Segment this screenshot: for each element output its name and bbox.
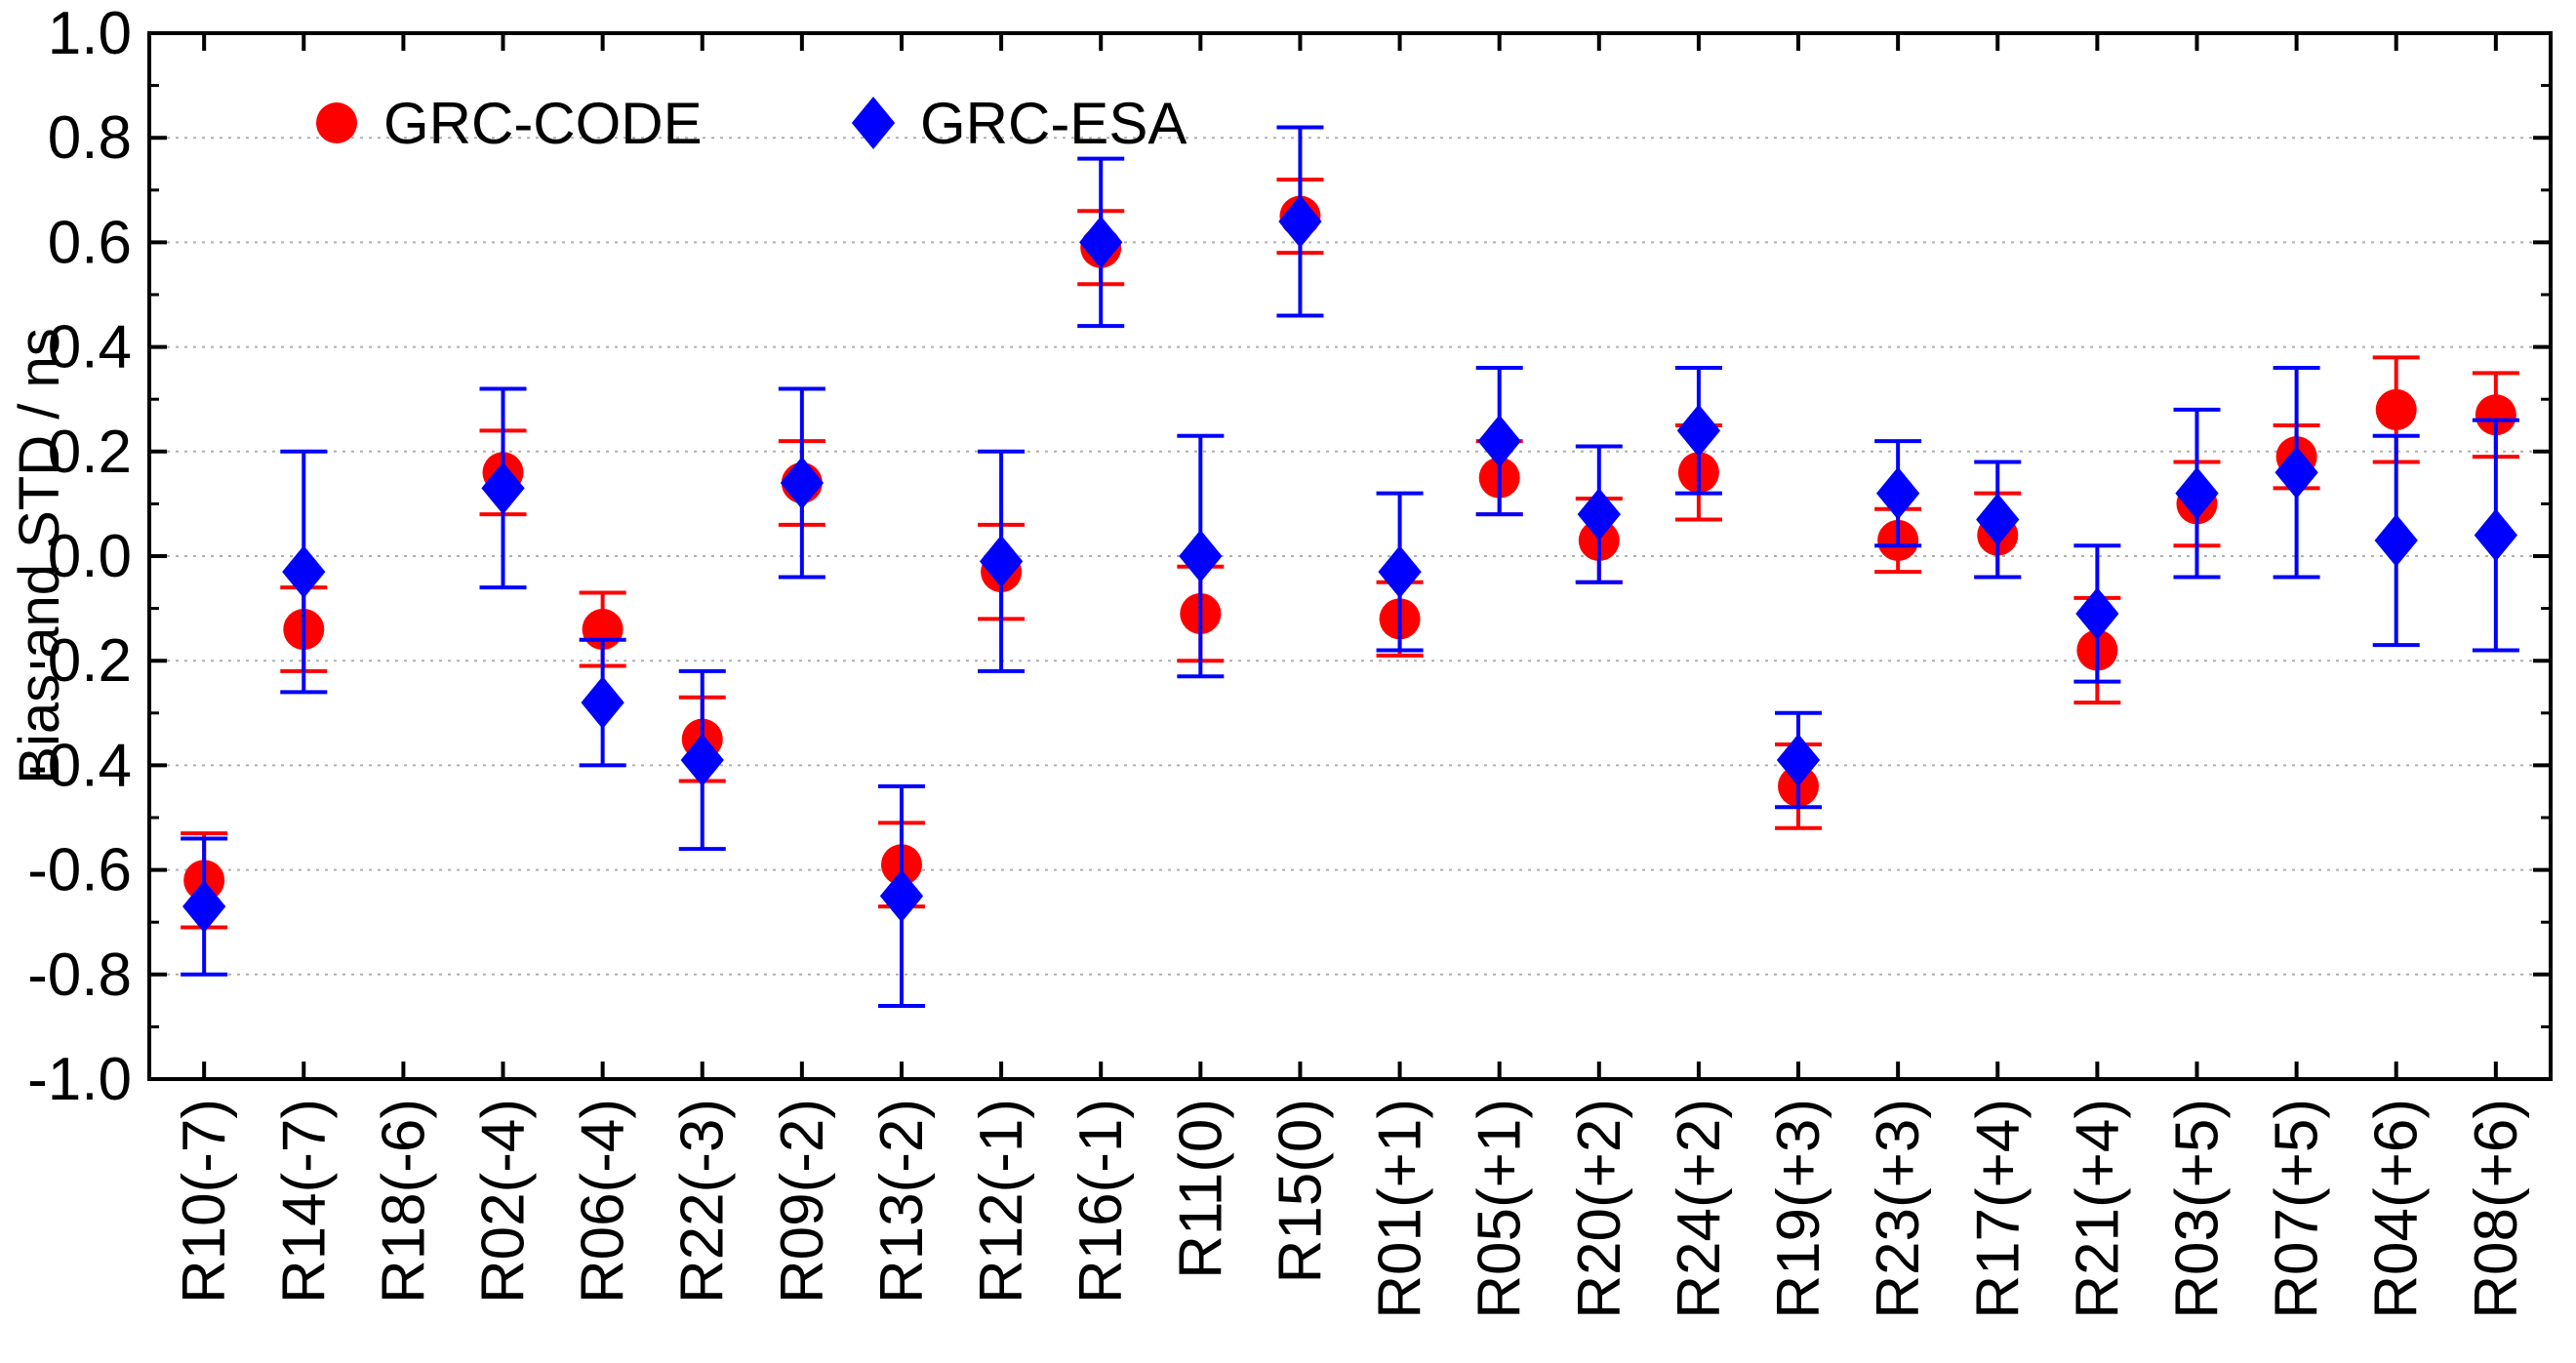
- y-tick-label: 0.4: [48, 314, 132, 381]
- x-tick-label: R01(+1): [1367, 1099, 1434, 1319]
- y-tick-label: 0.8: [48, 104, 132, 172]
- y-tick-label: -0.6: [27, 837, 132, 904]
- y-axis-title: Bias and STD / ns: [8, 328, 71, 783]
- y-tick-label: 0.0: [48, 523, 132, 590]
- series-grc-code: [181, 178, 2519, 930]
- x-tick-label: R13(-2): [868, 1099, 936, 1303]
- legend-grc-esa-marker: [851, 97, 896, 149]
- x-tick-label: R12(-1): [968, 1099, 1035, 1303]
- x-tick-label: R03(+5): [2163, 1099, 2231, 1319]
- x-tick-label: R23(+3): [1865, 1099, 1932, 1319]
- x-tick-label: R02(-4): [470, 1099, 538, 1303]
- x-tick-label: R14(-7): [270, 1099, 338, 1303]
- data-point-esa: [1179, 530, 1223, 582]
- x-tick-label: R15(0): [1267, 1099, 1334, 1284]
- y-axis-ticks: 1.0 0.8 0.6 0.4 0.2 0.0 -0.2 -0.4 -0.6 -0.8 -1.0: [27, 0, 2551, 1113]
- data-point-esa: [879, 869, 924, 923]
- y-tick-label: 1.0: [48, 0, 132, 67]
- data-point-esa: [581, 676, 624, 730]
- gridlines: [149, 137, 2551, 976]
- x-tick-label: R19(+3): [1765, 1099, 1832, 1319]
- data-point-code: [2375, 388, 2417, 430]
- x-tick-label: R16(-1): [1067, 1099, 1135, 1303]
- data-point-esa: [2175, 466, 2219, 520]
- data-point-esa: [282, 545, 326, 599]
- data-point-esa: [680, 734, 724, 787]
- y-tick-label: -0.4: [27, 732, 132, 799]
- data-point-esa: [2374, 513, 2418, 567]
- y-tick-label: -1.0: [27, 1046, 132, 1113]
- data-point-esa: [2274, 446, 2318, 500]
- data-point-esa: [2075, 586, 2119, 640]
- data-point-esa: [182, 880, 226, 934]
- x-tick-label: R06(-4): [570, 1099, 637, 1303]
- x-tick-label: R04(+6): [2363, 1099, 2431, 1319]
- data-point-esa: [1378, 545, 1422, 599]
- legend: GRC-CODE GRC-ESA: [316, 91, 1187, 156]
- x-tick-label: R05(+1): [1467, 1099, 1534, 1319]
- legend-grc-code-label: GRC-CODE: [383, 91, 703, 156]
- x-tick-label: R08(+6): [2463, 1099, 2530, 1319]
- data-point-esa: [1776, 734, 1821, 787]
- x-tick-label: R21(+4): [2064, 1099, 2131, 1319]
- data-point-esa: [1577, 488, 1621, 541]
- data-point-esa: [2474, 508, 2517, 562]
- series-grc-esa: [181, 125, 2519, 1008]
- plot-area-frame: [147, 31, 2553, 1081]
- data-point-code: [2475, 394, 2516, 436]
- data-point-esa: [481, 461, 525, 515]
- data-point-esa: [780, 456, 825, 509]
- x-tick-label: R10(-7): [171, 1099, 238, 1303]
- data-point-esa: [1676, 404, 1721, 458]
- x-tick-label: R09(-2): [769, 1099, 836, 1303]
- x-tick-label: R18(-6): [370, 1099, 437, 1303]
- y-tick-label: 0.2: [48, 419, 132, 486]
- x-tick-label: R24(+2): [1666, 1099, 1733, 1319]
- data-point-esa: [1477, 415, 1521, 468]
- y-tick-label: -0.2: [27, 627, 132, 695]
- y-tick-label: -0.8: [27, 942, 132, 1009]
- x-tick-label: R07(+5): [2264, 1099, 2331, 1319]
- data-point-esa: [1976, 493, 2020, 546]
- legend-grc-code-marker: [316, 102, 357, 143]
- y-tick-label: 0.6: [48, 209, 132, 276]
- data-point-esa: [1278, 194, 1322, 248]
- x-tick-label: R22(-3): [669, 1099, 737, 1303]
- x-tick-label: R11(0): [1167, 1099, 1234, 1279]
- data-point-esa: [979, 535, 1024, 588]
- x-axis-ticks: R10(-7) R14(-7) R18(-6) R02(-4) R06(-4) R22(-…: [171, 33, 2530, 1319]
- data-series: [181, 125, 2519, 1008]
- x-tick-label: R17(+4): [1964, 1099, 2032, 1319]
- data-point-esa: [1079, 216, 1123, 269]
- legend-grc-esa-label: GRC-ESA: [920, 91, 1187, 156]
- data-point-esa: [1875, 466, 1920, 520]
- x-tick-label: R20(+2): [1566, 1099, 1633, 1319]
